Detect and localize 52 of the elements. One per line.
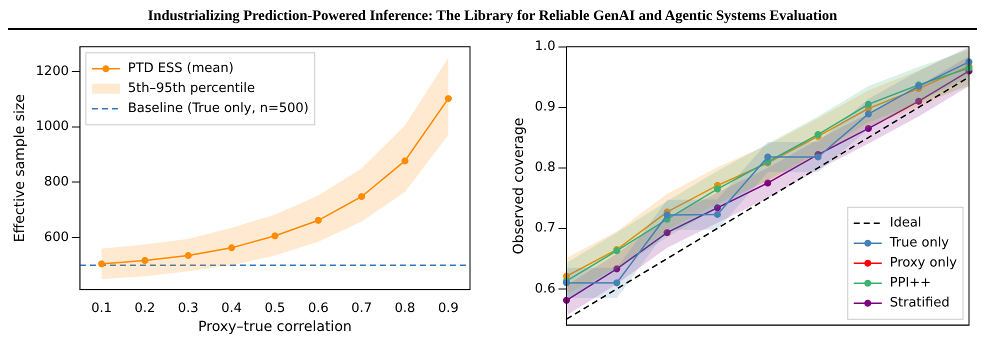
x-axis-title: Proxy–true correlation	[198, 319, 352, 336]
point	[141, 257, 148, 264]
point	[764, 153, 772, 160]
y-tick-label: 1200	[36, 64, 69, 79]
legend-label: Stratified	[890, 296, 950, 311]
y-axis-title: Observed coverage	[511, 118, 528, 254]
point	[314, 216, 322, 224]
text: Industrializing Prediction-Powered Inference: The Library for Reliable GenAI and Agentic Systems Evaluation	[8, 8, 977, 30]
legend-label: Baseline (True only, n=500)	[128, 101, 309, 116]
legend-label: True only	[888, 236, 950, 251]
y-tick-label: 0.6	[534, 281, 556, 296]
y-tick-label: 800	[44, 174, 69, 190]
point	[613, 265, 620, 272]
point	[714, 210, 721, 218]
point	[271, 232, 278, 240]
annotation: 5th–95th percentile	[128, 81, 256, 96]
point	[714, 186, 721, 193]
x-tick-label: 0.7	[351, 300, 372, 316]
legend-label: Proxy only	[890, 256, 958, 271]
point	[764, 179, 772, 186]
point	[184, 252, 192, 260]
y-tick-label: 1.0	[534, 39, 556, 54]
legend-label: PTD ESS (mean)	[128, 61, 234, 76]
x-tick-label: 0.8	[394, 300, 416, 316]
y-tick-label: 0.8	[534, 160, 556, 176]
point	[664, 212, 671, 219]
x-tick-label: 0.3	[178, 300, 199, 316]
legend-label: PPI++	[890, 276, 932, 291]
legend-label: Ideal	[890, 216, 922, 231]
y-tick-label: 0.9	[534, 100, 556, 115]
y-tick-label: 1000	[36, 119, 69, 134]
point	[401, 157, 408, 164]
x-tick-label: 0.4	[221, 300, 242, 316]
point	[228, 244, 236, 252]
point	[98, 260, 106, 268]
x-tick-label: 0.1	[91, 300, 112, 316]
point	[714, 204, 721, 212]
point	[613, 279, 620, 286]
y-tick-label: 0.7	[534, 220, 556, 236]
x-tick-label: 0.2	[134, 300, 156, 316]
point	[864, 110, 872, 118]
point	[864, 125, 872, 132]
point	[358, 193, 366, 200]
x-tick-label: 0.9	[438, 300, 459, 316]
point	[664, 229, 671, 236]
x-tick-label: 0.5	[264, 300, 286, 316]
point	[864, 100, 872, 108]
y-tick-label: 600	[44, 230, 69, 245]
point	[915, 98, 922, 105]
x-tick-label: 0.6	[308, 300, 329, 316]
y-axis-title: Effective sample size	[12, 94, 28, 242]
point	[444, 95, 452, 102]
